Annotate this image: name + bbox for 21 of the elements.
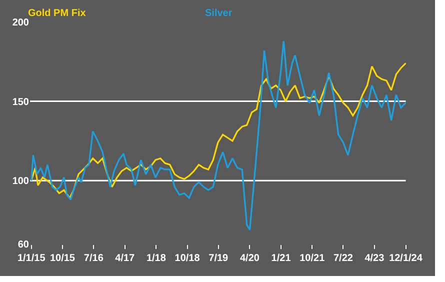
text: Silver bbox=[205, 8, 232, 19]
x-tick-label: 4/20 bbox=[240, 253, 260, 264]
y-tick-label: 150 bbox=[12, 96, 30, 108]
x-tick-label: 12/1/24 bbox=[389, 253, 423, 264]
x-tick-label: 10/18 bbox=[174, 253, 200, 264]
x-tick-label: 7/16 bbox=[84, 253, 104, 264]
x-tick-label: 4/17 bbox=[115, 253, 136, 264]
x-tick-label: 4/23 bbox=[364, 253, 385, 264]
x-tick-label: 1/21 bbox=[271, 253, 292, 264]
text: Gold PM Fix bbox=[28, 8, 86, 19]
x-tick-label: 7/19 bbox=[208, 253, 229, 264]
x-tick-label: 10/15 bbox=[50, 253, 76, 264]
x-tick-label: 1/18 bbox=[146, 253, 166, 264]
x-tick-label: 7/22 bbox=[333, 253, 354, 264]
line-series bbox=[30, 62, 407, 199]
y-tick-label: 100 bbox=[12, 176, 30, 188]
x-tick-label: 10/21 bbox=[300, 253, 326, 264]
y-tick-label: 60 bbox=[18, 240, 30, 250]
line-series bbox=[30, 40, 407, 231]
y-tick-label: 200 bbox=[12, 18, 30, 28]
x-tick-label: 1/1/15 bbox=[17, 253, 46, 264]
